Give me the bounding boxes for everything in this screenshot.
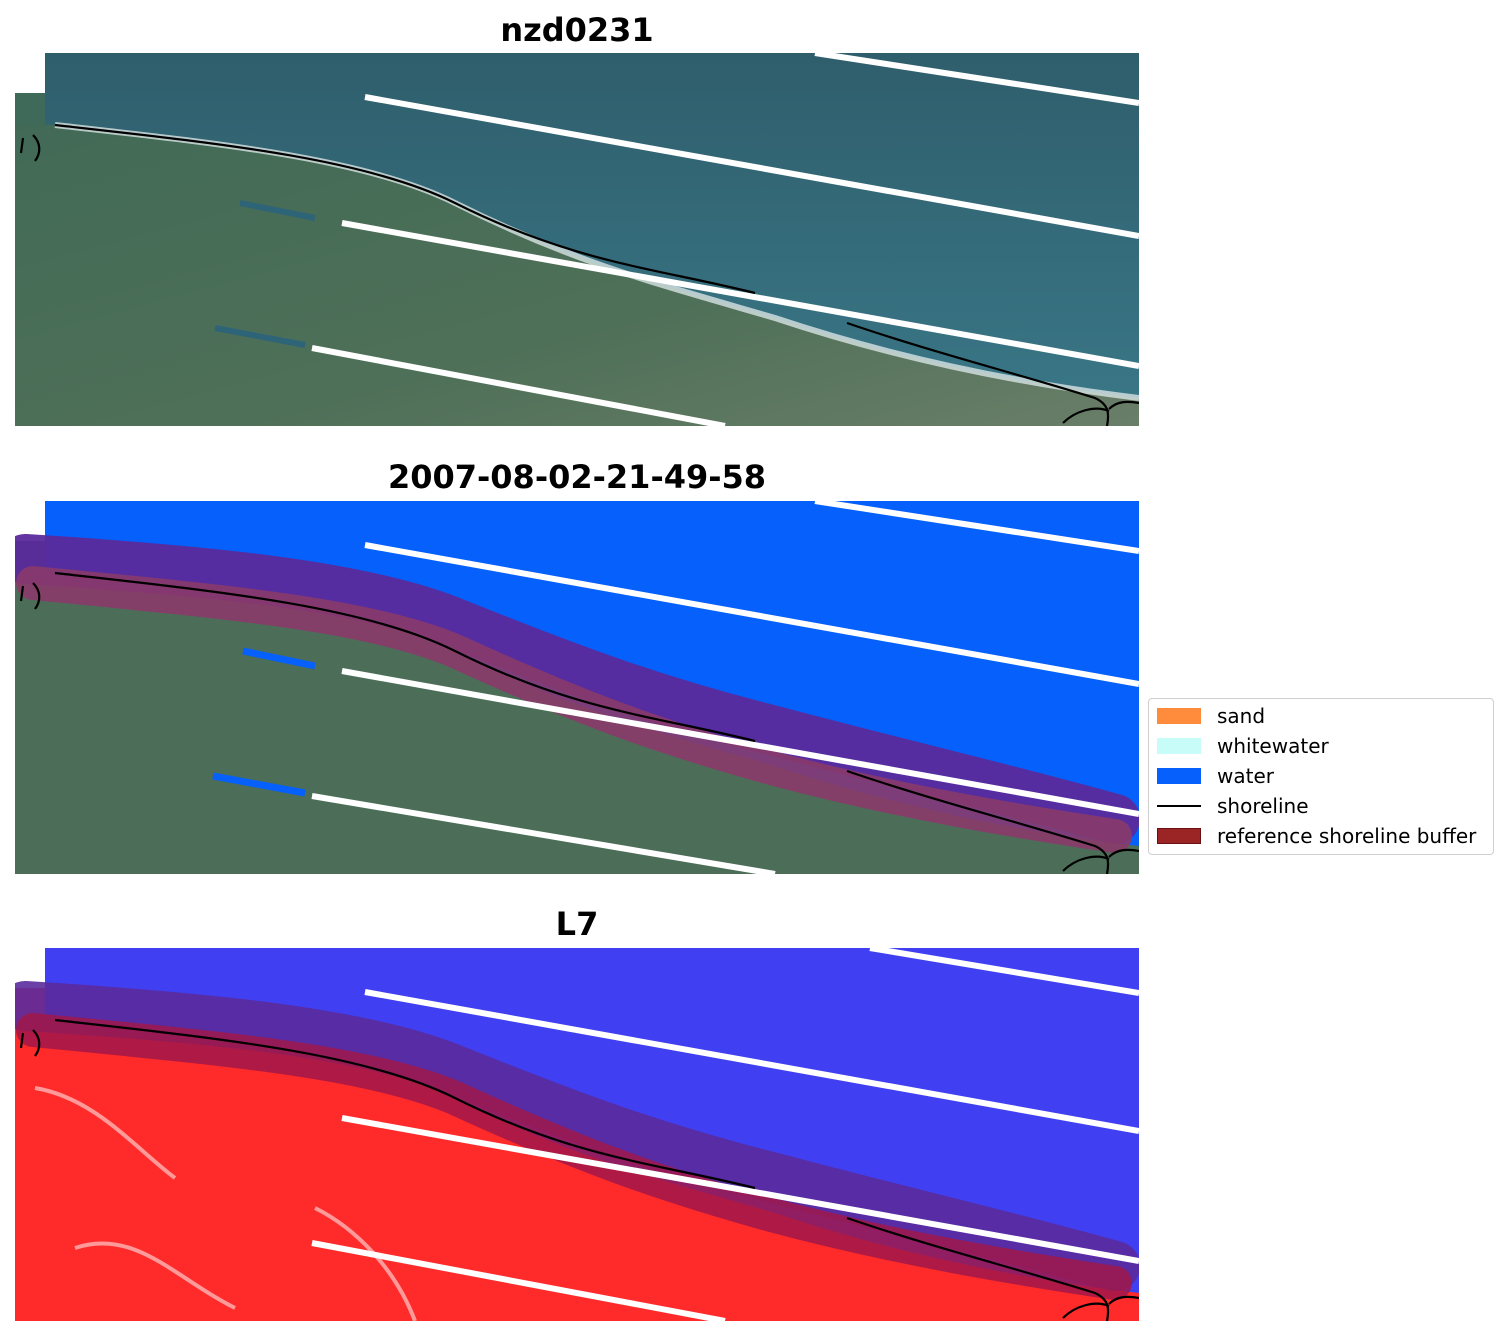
index-image-panel: [15, 948, 1139, 1321]
legend-label: water: [1217, 764, 1274, 788]
shoreline-trace: [19, 123, 1139, 426]
legend-swatch-shoreline: [1157, 805, 1201, 807]
scan-gaps: [311, 948, 1139, 1321]
legend-item-whitewater: whitewater: [1157, 733, 1329, 759]
legend-swatch-whitewater: [1157, 738, 1201, 754]
classified-image-panel: [15, 501, 1139, 874]
buffer-over-land: [16, 1013, 1132, 1300]
buffer-over-water: [15, 534, 1139, 844]
shoreline-trace: [19, 571, 1139, 874]
panel-title-classified: 2007-08-02-21-49-58: [387, 458, 767, 496]
buffer-over-water: [15, 981, 1139, 1291]
buffer-over-land: [16, 566, 1132, 853]
legend-swatch-buffer: [1157, 828, 1201, 844]
legend-swatch-water: [1157, 768, 1201, 784]
legend-item-sand: sand: [1157, 703, 1265, 729]
scan-gaps: [311, 53, 1139, 426]
legend-label: whitewater: [1217, 734, 1329, 758]
shoreline-trace: [19, 1018, 1139, 1321]
water-channels: [212, 647, 316, 797]
land-area: [15, 123, 1139, 426]
panel-title-index: L7: [555, 905, 599, 943]
legend: sand whitewater water shoreline referenc…: [1148, 698, 1494, 855]
river-channels: [214, 200, 316, 348]
panel-title-rgb: nzd0231: [500, 11, 654, 49]
scan-gaps: [311, 501, 1139, 874]
legend-item-shoreline: shoreline: [1157, 793, 1309, 819]
legend-item-buffer: reference shoreline buffer: [1157, 823, 1476, 849]
legend-item-water: water: [1157, 763, 1274, 789]
legend-label: reference shoreline buffer: [1217, 824, 1477, 848]
legend-swatch-sand: [1157, 708, 1201, 724]
legend-label: shoreline: [1217, 794, 1309, 818]
rgb-image-panel: [15, 53, 1139, 426]
legend-label: sand: [1217, 704, 1266, 728]
